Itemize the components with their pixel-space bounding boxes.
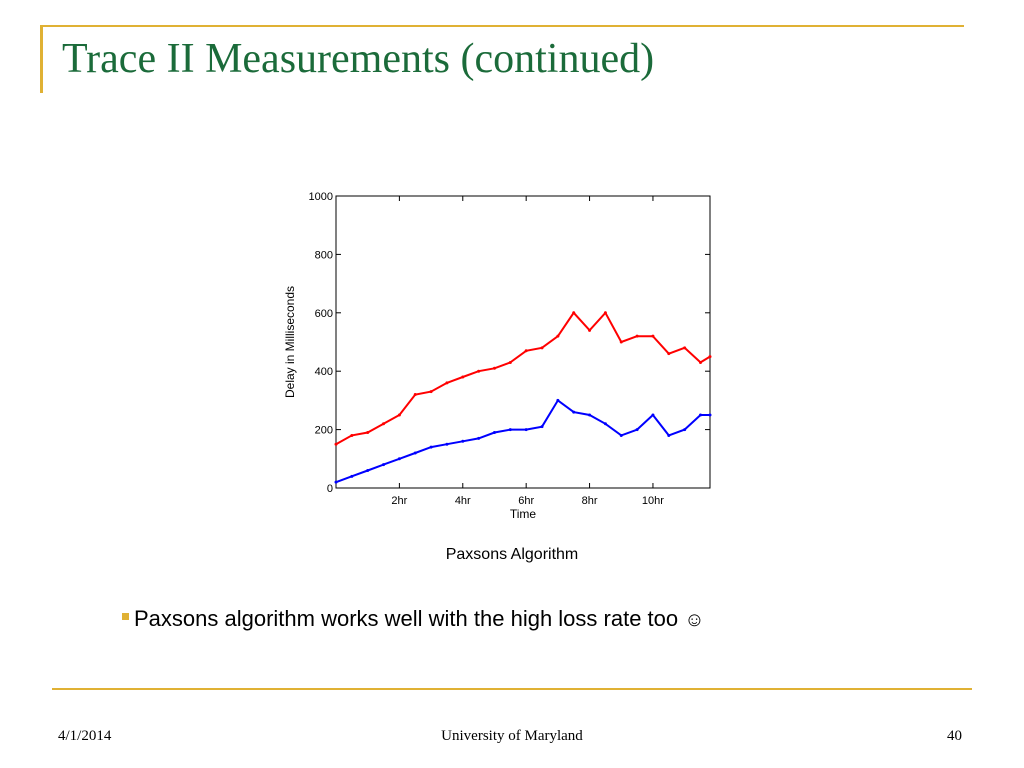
data-point [572, 311, 576, 315]
data-point [556, 398, 560, 402]
data-point [334, 480, 338, 484]
data-point [492, 366, 496, 370]
data-point [667, 433, 671, 437]
x-tick-label: 10hr [642, 495, 664, 507]
footer-date: 4/1/2014 [58, 728, 112, 744]
data-point [524, 349, 528, 353]
left-rule [40, 25, 43, 93]
y-tick-label: 600 [315, 308, 333, 320]
data-point [667, 352, 671, 356]
data-point [651, 413, 655, 417]
y-tick-label: 0 [327, 483, 333, 495]
x-tick-label: 8hr [582, 495, 598, 507]
data-point [524, 428, 528, 432]
data-point [508, 360, 512, 364]
data-point [508, 428, 512, 432]
data-point [651, 334, 655, 338]
data-point [698, 413, 702, 417]
x-axis-label: Time [510, 507, 537, 521]
data-point [588, 328, 592, 332]
y-axis-label: Delay in Milliseconds [283, 286, 297, 398]
data-point [366, 468, 370, 472]
data-point [619, 340, 623, 344]
bottom-rule [52, 688, 972, 690]
data-point [477, 436, 481, 440]
data-point [461, 439, 465, 443]
bullet-item: Paxsons algorithm works well with the hi… [122, 606, 705, 632]
y-tick-label: 200 [315, 425, 333, 437]
data-point [429, 445, 433, 449]
data-point [683, 428, 687, 432]
data-point [366, 431, 370, 435]
data-point [619, 433, 623, 437]
bullet-square-icon [122, 613, 129, 620]
data-point [445, 381, 449, 385]
data-point [382, 463, 386, 467]
data-point [708, 413, 712, 417]
data-point [382, 422, 386, 426]
data-point [635, 334, 639, 338]
data-point [334, 442, 338, 446]
plot-area [335, 195, 711, 489]
data-point [397, 413, 401, 417]
smiley-icon: ☺ [684, 609, 705, 631]
x-tick-label: 6hr [518, 495, 534, 507]
data-point [588, 413, 592, 417]
data-point [413, 393, 417, 397]
data-point [492, 431, 496, 435]
data-point [603, 422, 607, 426]
data-point [445, 442, 449, 446]
data-point [683, 346, 687, 350]
slide-title: Trace II Measurements (continued) [62, 36, 655, 82]
data-point [429, 390, 433, 394]
footer-page-number: 40 [947, 728, 962, 744]
data-point [540, 346, 544, 350]
top-rule [40, 25, 964, 27]
data-point [413, 451, 417, 455]
x-tick-label: 4hr [455, 495, 471, 507]
data-point [635, 428, 639, 432]
y-tick-label: 1000 [309, 191, 333, 203]
y-tick-label: 400 [315, 366, 333, 378]
data-point [698, 360, 702, 364]
data-point [397, 457, 401, 461]
x-tick-label: 2hr [391, 495, 407, 507]
data-point [350, 474, 354, 478]
data-point [556, 334, 560, 338]
data-point [350, 433, 354, 437]
data-point [603, 311, 607, 315]
data-point [572, 410, 576, 414]
data-point [540, 425, 544, 429]
footer-university: University of Maryland [441, 728, 583, 744]
chart-caption: Paxsons Algorithm [445, 546, 579, 563]
data-point [477, 369, 481, 373]
data-point [461, 375, 465, 379]
delay-chart: 0 200 400 600 800 1000 2hr 4hr 6hr 8hr 10hr Time Del… [283, 191, 712, 521]
bullet-text: Paxsons algorithm works well with the hi… [134, 606, 679, 631]
data-point [708, 355, 712, 359]
y-tick-label: 800 [315, 249, 333, 261]
